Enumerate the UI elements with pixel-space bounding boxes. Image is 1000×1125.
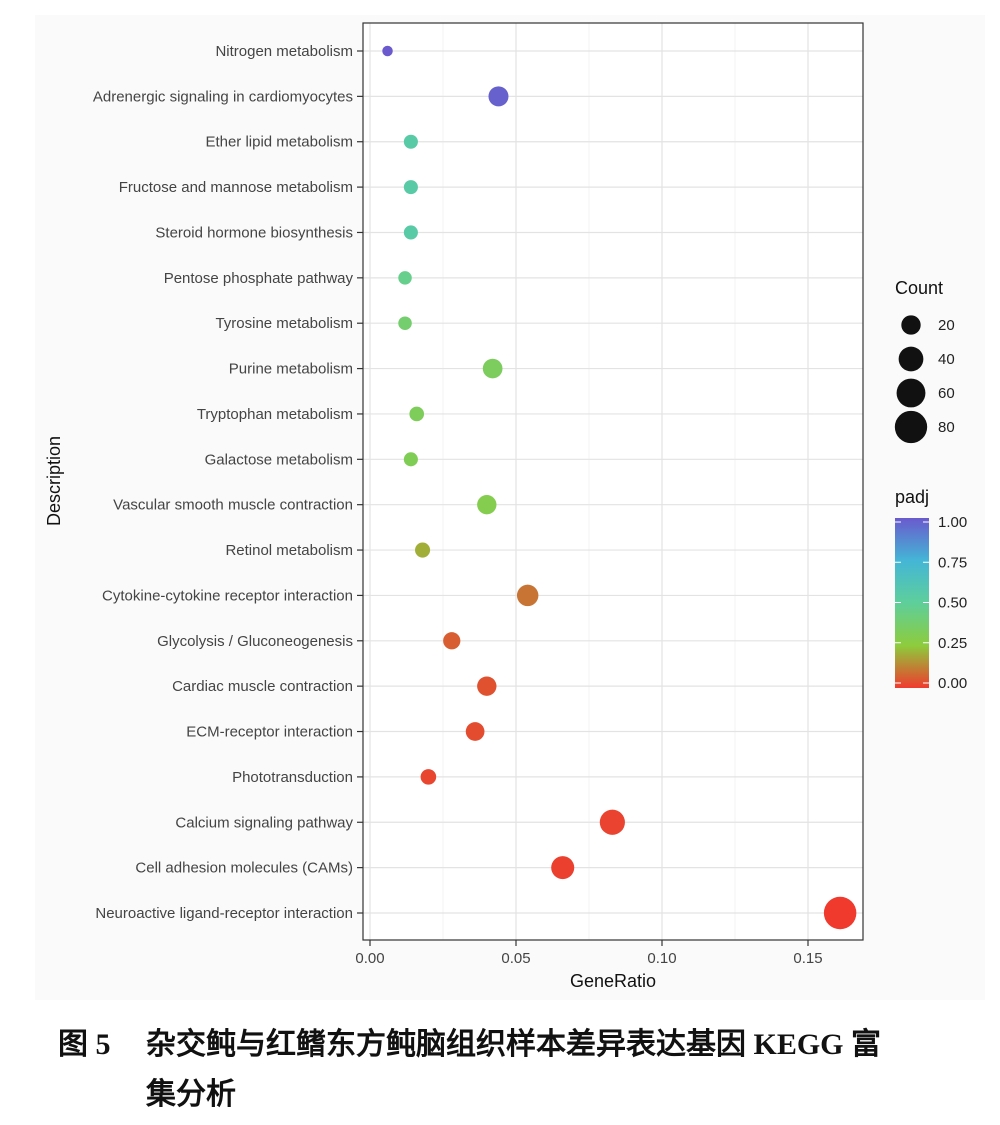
data-point [551,856,575,880]
y-tick-label: Cell adhesion molecules (CAMs) [135,860,353,877]
caption-text-line1: 杂交鲀与红鳍东方鲀脑组织样本差异表达基因 KEGG 富 [146,1028,882,1061]
y-tick-label: Purine metabolism [229,361,353,378]
data-point [403,225,418,240]
caption-text-line2: 集分析 [146,1078,236,1111]
x-axis-title: GeneRatio [570,971,656,991]
major-gridlines [363,23,863,940]
minor-gridlines [442,23,736,940]
x-axis: 0.00 0.05 0.10 0.15 [355,940,823,967]
data-point [403,134,418,149]
padj-legend-title: padj [895,487,929,507]
data-point [823,896,857,930]
data-point [398,316,412,330]
y-tick-label: Cytokine-cytokine receptor interaction [102,587,353,604]
data-point [482,358,503,379]
x-tick-label: 0.05 [501,950,530,967]
y-tick-label: Tyrosine metabolism [215,315,353,332]
plot-panel [363,23,863,940]
y-tick-label: Ether lipid metabolism [205,134,353,151]
y-tick-label: ECM-receptor interaction [186,724,353,741]
data-point [599,809,625,835]
y-tick-label: Calcium signaling pathway [175,814,353,831]
panel-border [362,22,864,941]
data-point [465,722,485,741]
data-point [488,86,509,107]
padj-legend-label: 0.75 [938,554,967,571]
count-legend-dot [898,346,924,372]
y-tick-label: Cardiac muscle contraction [172,678,353,695]
data-point [403,180,418,195]
count-legend: Count 20 40 60 80 [894,278,955,444]
data-points [382,45,857,930]
padj-legend: padj 1.00 0.75 0.50 0.25 0.00 [895,487,967,692]
count-legend-dot [901,315,921,335]
count-legend-title: Count [895,278,943,298]
data-point [477,676,497,696]
count-legend-label: 80 [938,419,955,436]
x-tick-label: 0.15 [793,950,822,967]
y-tick-label: Phototransduction [232,769,353,786]
count-legend-dot [896,378,926,408]
y-tick-label: Neuroactive ligand-receptor interaction [95,905,353,922]
y-tick-label: Adrenergic signaling in cardiomyocytes [93,88,353,105]
y-tick-label: Pentose phosphate pathway [164,270,354,287]
data-point [409,406,425,422]
figure-caption: 图 5 杂交鲀与红鳍东方鲀脑组织样本差异表达基因 KEGG 富 集分析 [58,1020,968,1120]
y-tick-label: Fructose and mannose metabolism [119,179,353,196]
y-axis: Nitrogen metabolism Adrenergic signaling … [93,43,363,922]
y-tick-label: Tryptophan metabolism [197,406,353,423]
y-tick-label: Glycolysis / Gluconeogenesis [157,633,353,650]
y-tick-label: Retinol metabolism [225,542,353,559]
count-legend-label: 40 [938,351,955,368]
data-point [477,494,497,515]
data-point [420,769,437,785]
y-axis-title: Description [44,436,64,526]
y-tick-label: Nitrogen metabolism [215,43,353,60]
data-point [398,271,412,285]
data-point [415,542,431,558]
data-point [403,452,418,467]
x-tick-label: 0.10 [647,950,676,967]
x-tick-label: 0.00 [355,950,384,967]
padj-legend-label: 1.00 [938,514,967,531]
y-tick-label: Steroid hormone biosynthesis [155,224,353,241]
data-point [443,632,461,650]
count-legend-label: 20 [938,317,955,334]
padj-legend-label: 0.00 [938,675,967,692]
y-tick-label: Galactose metabolism [205,451,353,468]
count-legend-dot [894,410,928,444]
caption-label: 图 5 [58,1028,111,1061]
padj-legend-label: 0.50 [938,595,967,612]
count-legend-label: 60 [938,385,955,402]
kegg-dot-plot: Nitrogen metabolism Adrenergic signaling … [44,22,968,991]
y-tick-label: Vascular smooth muscle contraction [113,497,353,514]
data-point [516,584,539,607]
padj-legend-label: 0.25 [938,635,967,652]
data-point [382,45,393,57]
